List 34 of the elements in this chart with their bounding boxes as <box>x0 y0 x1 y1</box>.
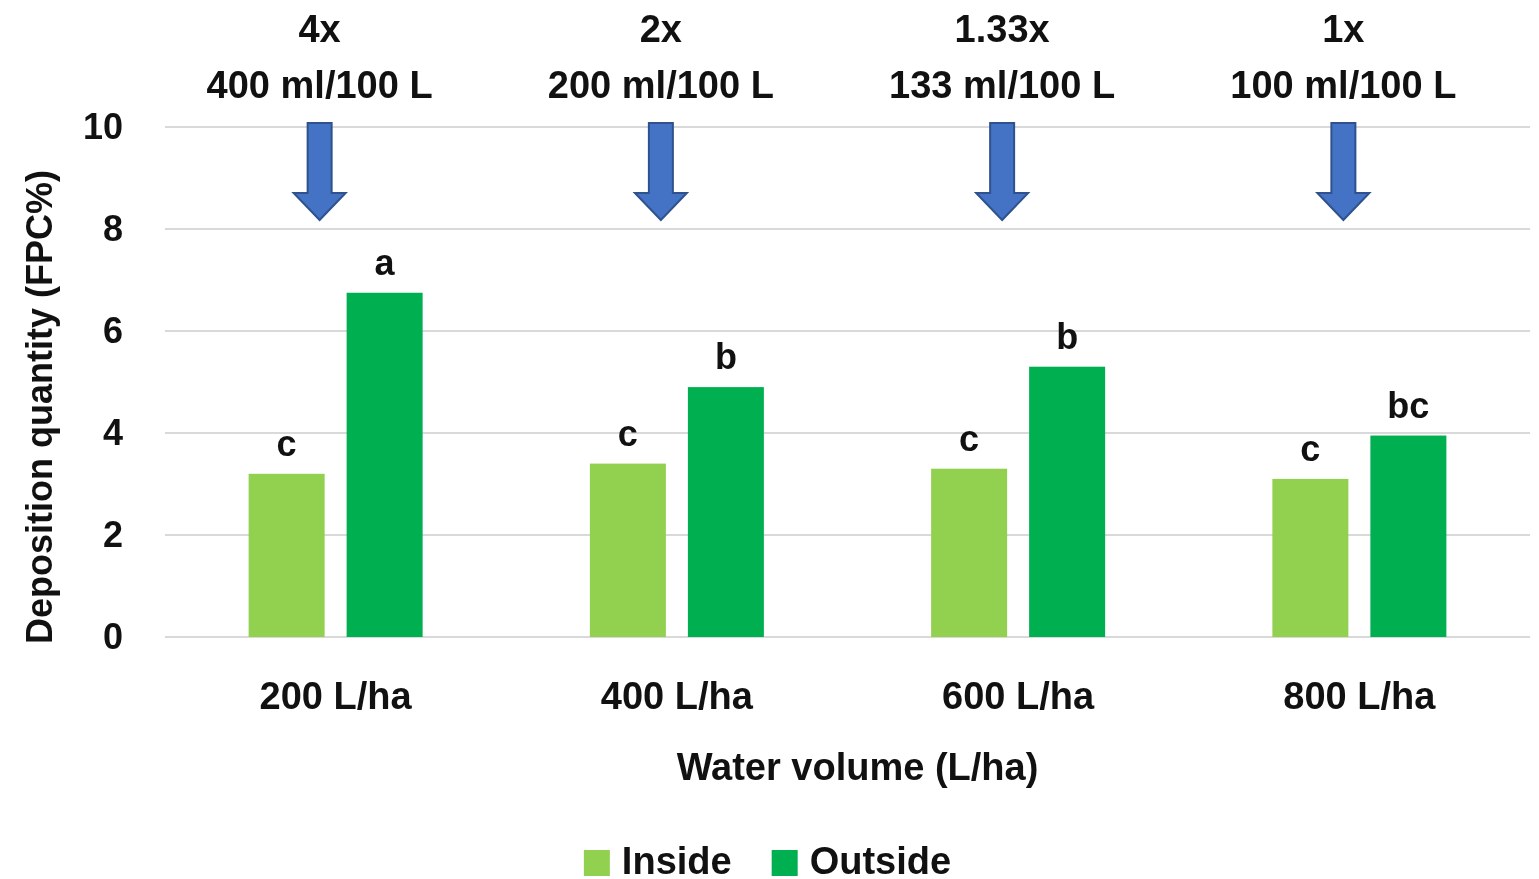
y-tick-label: 10 <box>82 106 123 148</box>
x-tick-label: 400 L/ha <box>600 674 754 717</box>
bar <box>346 292 423 637</box>
bar <box>687 387 764 637</box>
x-axis-title: Water volume (L/ha) <box>676 746 1039 788</box>
y-tick-label: 6 <box>102 310 123 352</box>
bar <box>1029 366 1106 637</box>
x-tick-label: 800 L/ha <box>1283 674 1437 717</box>
text: 2x 200 ml/100 L <box>547 8 774 106</box>
x-tick-label: 200 L/ha <box>259 674 413 717</box>
y-axis-title: Deposition quantity (FPC%) <box>19 170 60 644</box>
annotation: c <box>1300 427 1321 469</box>
y-tick-label: 2 <box>102 514 123 556</box>
text: 1x 100 ml/100 L <box>1230 8 1457 106</box>
annotation: a <box>374 241 396 283</box>
bar <box>589 463 666 637</box>
annotation: bc <box>1387 384 1430 426</box>
bar <box>1370 435 1447 637</box>
annotation: b <box>1056 315 1079 357</box>
legend-label: Outside <box>809 840 952 879</box>
y-tick-label: 0 <box>102 616 123 658</box>
annotation: c <box>617 412 638 454</box>
bar <box>248 473 325 637</box>
text: 1.33x 133 ml/100 L <box>889 8 1116 106</box>
bar <box>931 468 1008 637</box>
annotation: c <box>959 417 980 459</box>
x-tick-label: 600 L/ha <box>942 674 1096 717</box>
y-tick-label: 4 <box>102 412 123 454</box>
annotation: b <box>714 336 737 378</box>
legend-label: Inside <box>621 840 732 879</box>
bar <box>1272 478 1349 637</box>
annotation: c <box>276 422 297 464</box>
text: 4x 400 ml/100 L <box>206 8 433 106</box>
y-tick-label: 8 <box>102 208 123 250</box>
